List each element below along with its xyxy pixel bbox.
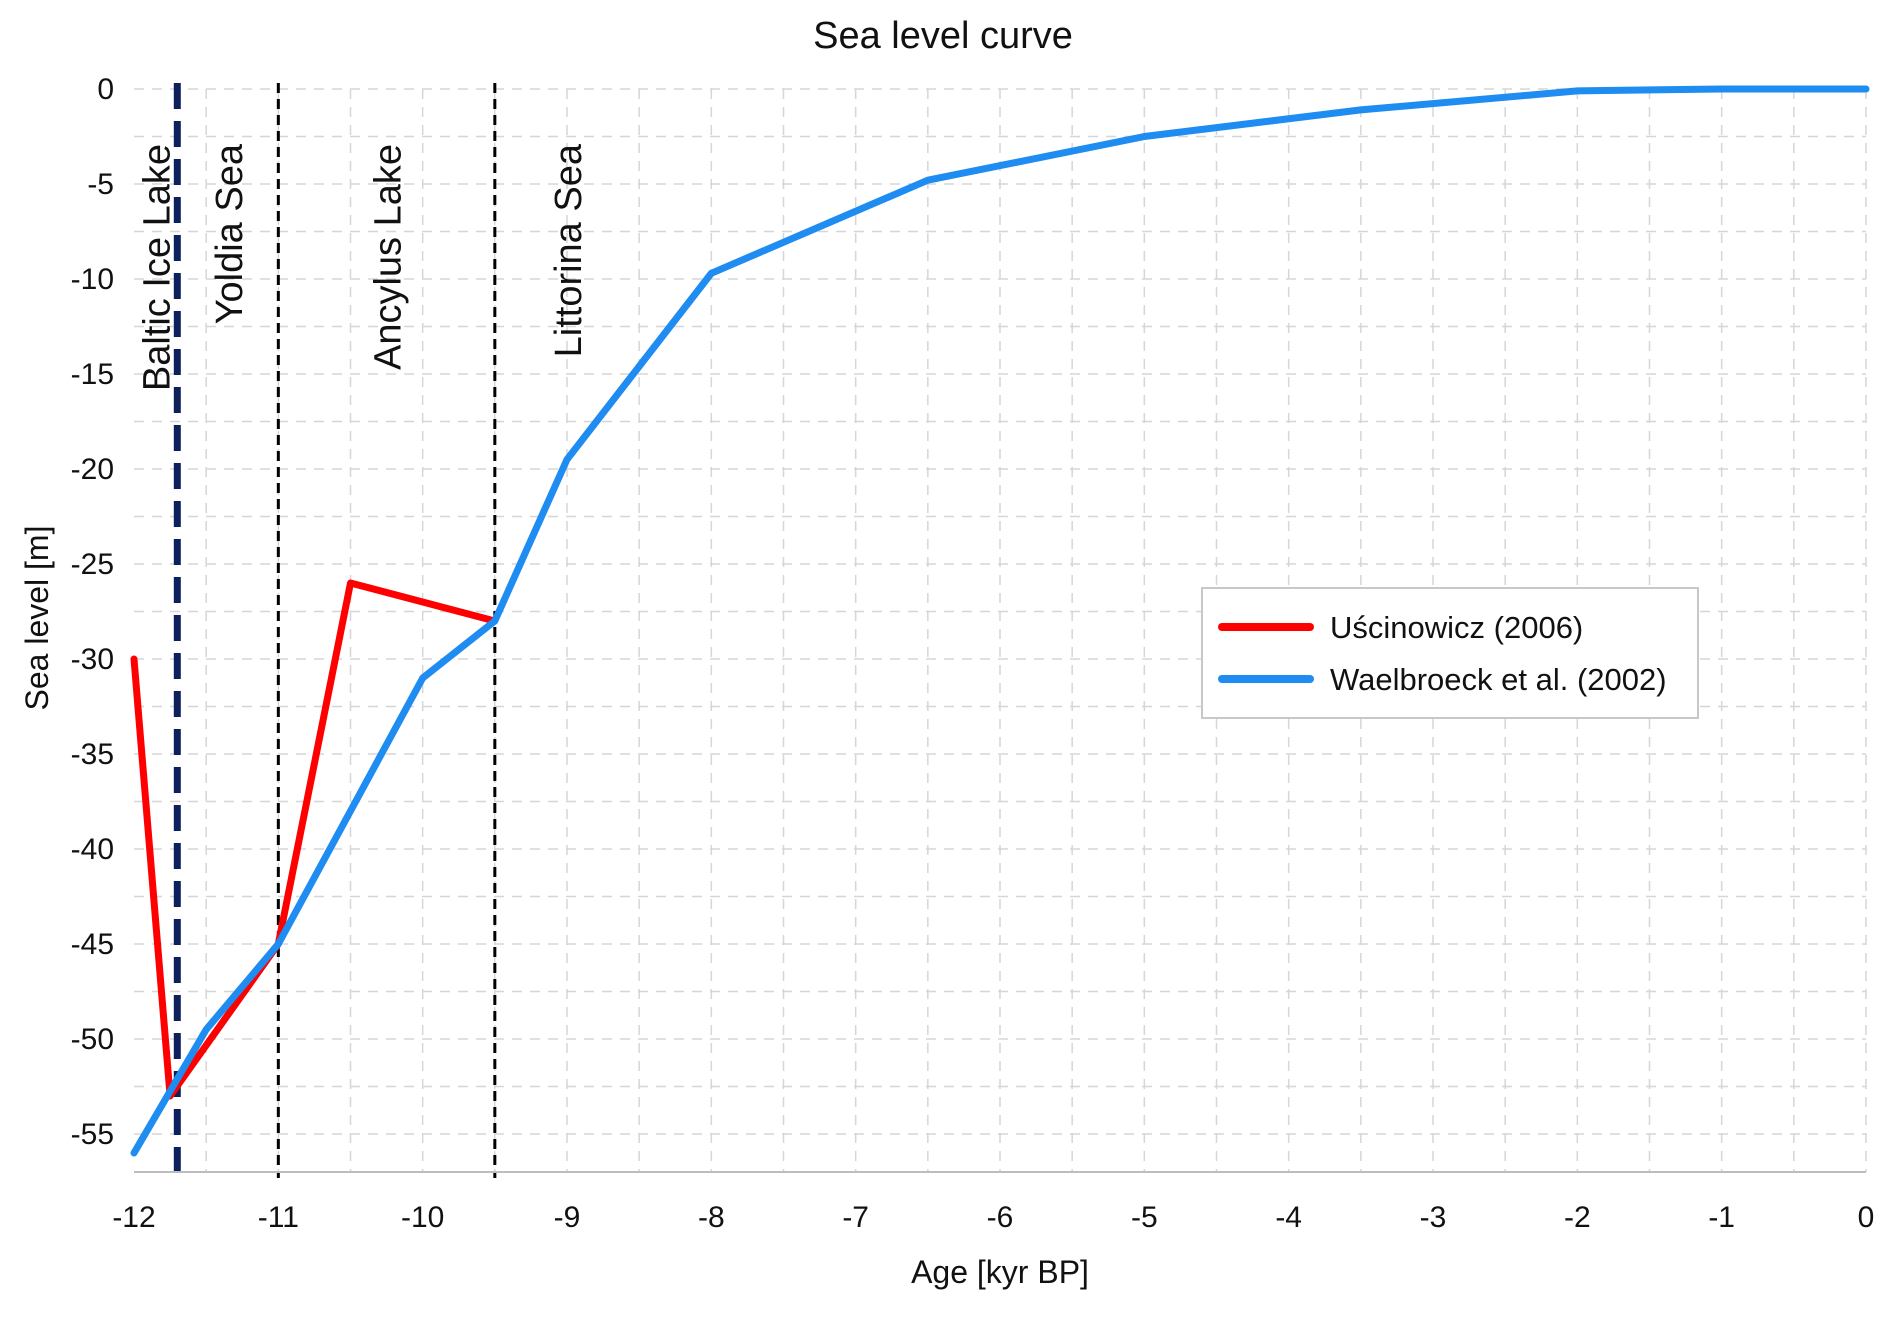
series-lines — [130, 85, 1870, 1157]
legend: Uścinowicz (2006) Waelbroeck et al. (200… — [1201, 587, 1699, 719]
y-tick-label: -5 — [87, 168, 114, 201]
x-tick-label: 0 — [1858, 1201, 1875, 1234]
x-tick-label: -3 — [1420, 1201, 1447, 1234]
period-labels: Baltic Ice Lake Yoldia Sea Ancylus Lake Lit… — [137, 143, 590, 391]
y-tick-label: 0 — [97, 73, 114, 106]
x-tick-label: -7 — [842, 1201, 869, 1234]
y-tick-label: -30 — [71, 643, 114, 676]
y-tick-label: -25 — [71, 548, 114, 581]
y-tick-label: -55 — [71, 1118, 114, 1151]
legend-label-waelbroeck: Waelbroeck et al. (2002) — [1330, 662, 1667, 697]
chart-title: Sea level curve — [813, 15, 1073, 57]
y-tick-label: -50 — [71, 1023, 114, 1056]
x-tick-label: -5 — [1131, 1201, 1158, 1234]
x-tick-label: -8 — [698, 1201, 725, 1234]
period-label-1: Yoldia Sea — [209, 143, 251, 324]
y-tick-label: -10 — [71, 263, 114, 296]
y-axis-title: Sea level [m] — [19, 526, 55, 711]
legend-box — [1201, 587, 1699, 719]
x-tick-label: -11 — [258, 1201, 299, 1234]
period-boundaries — [173, 83, 497, 1178]
y-tick-label: -20 — [71, 453, 114, 486]
x-tick-label: -10 — [401, 1201, 444, 1234]
x-tick-label: -4 — [1275, 1201, 1302, 1234]
x-tick-label: -12 — [112, 1201, 155, 1234]
legend-label-uscinowicz: Uścinowicz (2006) — [1330, 610, 1583, 645]
y-tick-label: -40 — [71, 833, 114, 866]
x-tick-label: -1 — [1708, 1201, 1735, 1234]
period-label-0: Baltic Ice Lake — [137, 144, 179, 391]
y-tick-label: -45 — [71, 928, 114, 961]
x-tick-label: -6 — [987, 1201, 1014, 1234]
period-label-3: Littorina Sea — [548, 143, 590, 357]
x-tick-label: -9 — [554, 1201, 581, 1234]
x-axis-title: Age [kyr BP] — [911, 1254, 1089, 1290]
series-line-1 — [130, 85, 1870, 1157]
x-tick-labels: -12 -11 -10 -9 -8 -7 -6 -5 -4 -3 -2 -1 0 — [112, 1201, 1874, 1234]
y-tick-label: -35 — [71, 738, 114, 771]
period-label-2: Ancylus Lake — [368, 144, 410, 370]
y-tick-label: -15 — [71, 358, 114, 391]
x-tick-label: -2 — [1564, 1201, 1591, 1234]
y-tick-labels: 0 -5 -10 -15 -20 -25 -30 -35 -40 -45 -50 -55 — [71, 73, 114, 1151]
